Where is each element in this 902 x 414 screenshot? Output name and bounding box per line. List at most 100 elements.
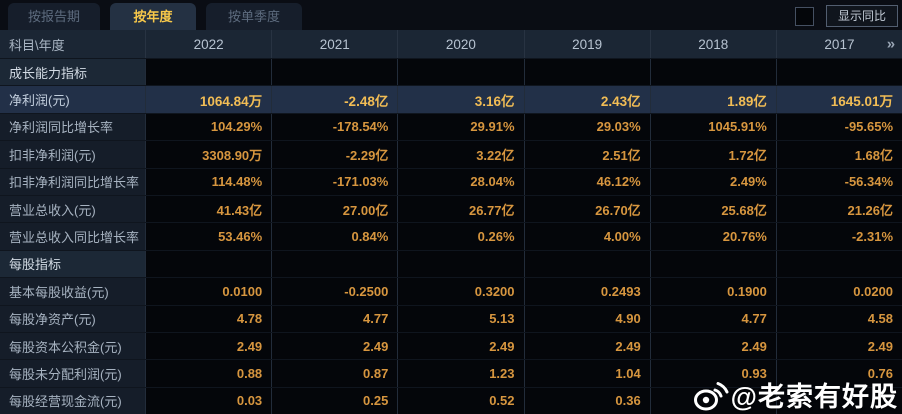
table-header-row: 科目\年度 2022 2021 2020 2019 2018 2017 » <box>0 30 902 58</box>
table-row[interactable]: 营业总收入同比增长率 53.46% 0.84% 0.26% 4.00% 20.7… <box>0 222 902 250</box>
tab-single-quarter[interactable]: 按单季度 <box>206 3 302 30</box>
cell-value: 1064.84万 <box>145 86 272 113</box>
table-row[interactable]: 每股净资产(元) 4.78 4.77 5.13 4.90 4.77 4.58 <box>0 304 902 332</box>
cell-value: -171.03% <box>271 168 397 195</box>
year-header-label: 2017 <box>824 36 855 52</box>
row-label: 净利润(元) <box>0 86 145 113</box>
year-header-2022: 2022 <box>145 30 271 58</box>
cell-value: 2.49% <box>649 168 776 195</box>
cell-value: 4.00% <box>523 223 650 250</box>
cell-value: 104.29% <box>145 113 271 141</box>
row-label: 每股未分配利润(元) <box>0 360 145 387</box>
cell-value: 53.46% <box>145 223 271 250</box>
row-label: 营业总收入(元) <box>0 195 145 223</box>
weibo-icon <box>693 381 729 410</box>
cell-value: 0.25 <box>271 387 397 414</box>
cell-value: -56.34% <box>775 168 902 195</box>
cell-value: 1645.01万 <box>775 86 902 113</box>
show-yoy-button[interactable]: 显示同比 <box>825 5 898 27</box>
table-row[interactable]: 净利润(元) 1064.84万 -2.48亿 3.16亿 2.43亿 1.89亿… <box>0 85 902 113</box>
cell-value: 0.2493 <box>523 278 650 305</box>
cell-value: 46.12% <box>523 168 650 195</box>
cell-value <box>523 250 650 278</box>
cell-value: 1.04 <box>523 360 650 387</box>
cell-value: -2.48亿 <box>271 86 398 113</box>
table-row[interactable]: 每股指标 <box>0 249 902 278</box>
cell-value: 5.13 <box>397 305 523 332</box>
cell-value <box>649 59 776 86</box>
cell-value: 3308.90万 <box>145 141 271 168</box>
row-label: 基本每股收益(元) <box>0 278 145 305</box>
cell-value <box>523 59 650 86</box>
cell-value: 2.49 <box>649 332 776 360</box>
cell-value: 1.89亿 <box>649 86 776 113</box>
table-row[interactable]: 每股资本公积金(元) 2.49 2.49 2.49 2.49 2.49 2.49 <box>0 331 902 360</box>
row-label: 每股资本公积金(元) <box>0 332 145 360</box>
tab-report-period[interactable]: 按报告期 <box>8 3 100 30</box>
cell-value: 2.43亿 <box>523 86 650 113</box>
cell-value: 1.72亿 <box>649 141 776 168</box>
cell-value: 0.3200 <box>397 278 523 305</box>
tab-annual[interactable]: 按年度 <box>110 3 196 30</box>
table-row[interactable]: 每股未分配利润(元) 0.88 0.87 1.23 1.04 0.93 0.76 <box>0 359 902 387</box>
table-row[interactable]: 净利润同比增长率 104.29% -178.54% 29.91% 29.03% … <box>0 112 902 141</box>
cell-value: -2.29亿 <box>271 141 397 168</box>
cell-value: 0.36 <box>523 387 650 414</box>
cell-value <box>649 250 776 278</box>
cell-value <box>397 59 523 86</box>
cell-value <box>271 250 397 278</box>
cell-value: 2.49 <box>397 332 523 360</box>
cell-value: 2.51亿 <box>523 141 650 168</box>
show-yoy-checkbox[interactable] <box>794 6 814 26</box>
cell-value: 114.48% <box>145 168 271 195</box>
table-row[interactable]: 扣非净利润(元) 3308.90万 -2.29亿 3.22亿 2.51亿 1.7… <box>0 140 902 168</box>
table-row[interactable]: 基本每股收益(元) 0.0100 -0.2500 0.3200 0.2493 0… <box>0 277 902 305</box>
cell-value: -0.2500 <box>271 278 397 305</box>
cell-value <box>775 250 902 278</box>
cell-value: 4.90 <box>523 305 650 332</box>
cell-value: 1.68亿 <box>775 141 902 168</box>
row-label: 净利润同比增长率 <box>0 113 145 141</box>
cell-value <box>145 59 271 86</box>
watermark-text: @老索有好股 <box>730 382 898 412</box>
cell-value: 0.87 <box>271 360 397 387</box>
row-label: 每股净资产(元) <box>0 305 145 332</box>
cell-value: 0.52 <box>397 387 523 414</box>
cell-value: 1045.91% <box>649 113 776 141</box>
cell-value: 27.00亿 <box>271 195 397 223</box>
cell-value: 28.04% <box>397 168 523 195</box>
cell-value: 0.88 <box>145 360 271 387</box>
year-header-2021: 2021 <box>271 30 397 58</box>
row-label: 营业总收入同比增长率 <box>0 223 145 250</box>
cell-value: 0.1900 <box>649 278 776 305</box>
cell-value: -178.54% <box>271 113 397 141</box>
cell-value: 2.49 <box>271 332 397 360</box>
cell-value: 0.03 <box>145 387 271 414</box>
cell-value: 21.26亿 <box>775 195 902 223</box>
table-row[interactable]: 成长能力指标 <box>0 58 902 86</box>
cell-value <box>271 59 397 86</box>
cell-value: 0.93 <box>649 360 776 387</box>
row-label: 成长能力指标 <box>0 59 145 86</box>
table-row[interactable]: 营业总收入(元) 41.43亿 27.00亿 26.77亿 26.70亿 25.… <box>0 194 902 223</box>
cell-value: 25.68亿 <box>649 195 776 223</box>
cell-value: 0.76 <box>775 360 902 387</box>
cell-value: -2.31% <box>775 223 902 250</box>
cell-value: 1.23 <box>397 360 523 387</box>
cell-value: 3.16亿 <box>397 86 524 113</box>
cell-value: 2.49 <box>775 332 902 360</box>
more-years-icon[interactable]: » <box>886 35 896 53</box>
yoy-controls: 显示同比 <box>794 5 898 27</box>
table-row[interactable]: 每股经营现金流(元) 0.03 0.25 0.52 0.36 <box>0 386 902 414</box>
period-tabbar: 按报告期 按年度 按单季度 <box>0 0 902 30</box>
cell-value: 4.77 <box>271 305 397 332</box>
cell-value: 26.77亿 <box>397 195 523 223</box>
table-row[interactable]: 扣非净利润同比增长率 114.48% -171.03% 28.04% 46.12… <box>0 167 902 195</box>
year-header-2018: 2018 <box>649 30 776 58</box>
row-label: 每股经营现金流(元) <box>0 387 145 414</box>
corner-header-cell: 科目\年度 <box>9 37 65 53</box>
cell-value: 0.84% <box>271 223 397 250</box>
cell-value: 29.91% <box>397 113 523 141</box>
cell-value <box>775 59 902 86</box>
